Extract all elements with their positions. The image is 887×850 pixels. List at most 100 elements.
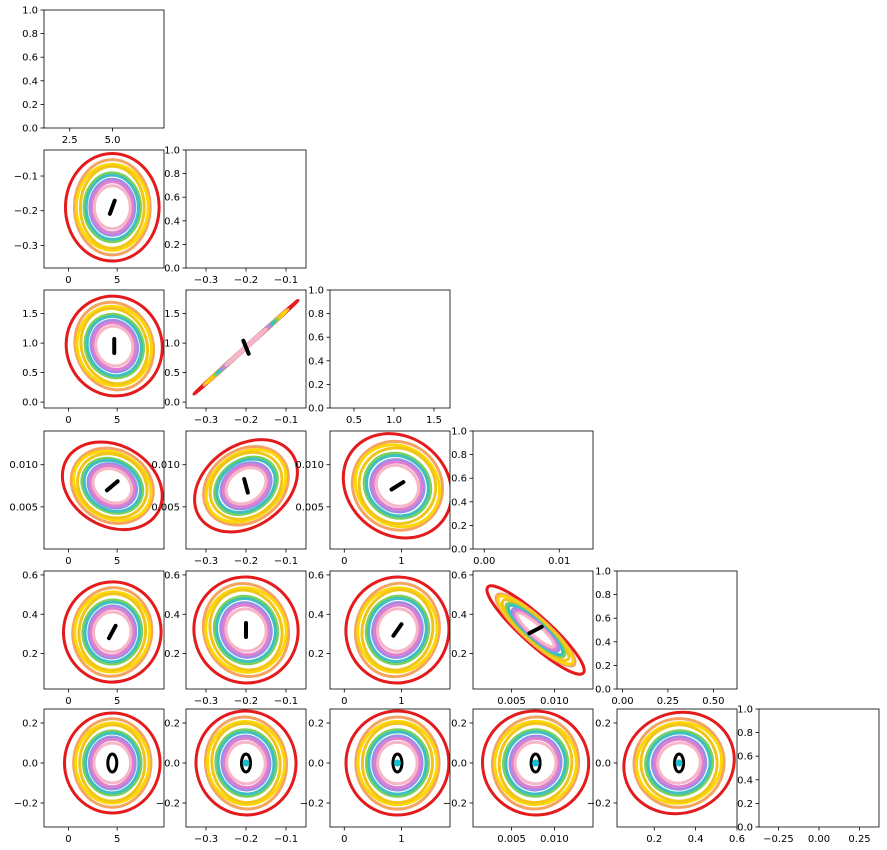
x-tick-label: 1 bbox=[398, 834, 404, 845]
y-tick-label: 0.8 bbox=[308, 309, 324, 320]
y-tick-label: 0.0 bbox=[22, 398, 38, 409]
contour-ellipse-5 bbox=[83, 600, 142, 664]
contour-ellipse-5 bbox=[216, 730, 276, 796]
contour-ellipse-4 bbox=[213, 455, 279, 516]
x-tick-label: −0.3 bbox=[194, 275, 218, 286]
contour-ellipse-4 bbox=[81, 598, 144, 666]
contour-ellipse-6 bbox=[371, 734, 424, 792]
x-tick-label: 0 bbox=[341, 834, 347, 845]
y-tick-label: 0.0 bbox=[22, 124, 38, 135]
y-tick-label: 0.8 bbox=[22, 29, 38, 40]
contour-ellipse-7 bbox=[222, 736, 270, 790]
y-tick-label: 0.2 bbox=[451, 521, 467, 532]
center-point bbox=[393, 759, 401, 767]
x-tick-label: 0 bbox=[65, 415, 71, 426]
contour-ellipse-8 bbox=[656, 741, 702, 785]
contour-ellipse-4 bbox=[214, 728, 278, 798]
y-tick-label: 0.4 bbox=[308, 356, 324, 367]
contour-ellipse-6 bbox=[508, 734, 563, 792]
y-tick-label: 0.0 bbox=[595, 685, 611, 696]
contour-ellipse-7 bbox=[89, 606, 135, 658]
x-tick-label: 0.5 bbox=[346, 415, 362, 426]
y-tick-label: 0.4 bbox=[164, 216, 180, 227]
center-black-contour bbox=[241, 338, 251, 356]
y-tick-label: 0.010 bbox=[295, 460, 324, 471]
y-tick-label: 0.8 bbox=[737, 728, 753, 739]
contour-ellipse-5 bbox=[85, 314, 143, 378]
y-tick-label: 0.8 bbox=[451, 450, 467, 461]
panel-p5-2: 0 1 0.2 0.0 −0.2 bbox=[300, 708, 451, 845]
x-tick-label: 0 bbox=[65, 834, 71, 845]
axes-frame bbox=[472, 708, 594, 828]
contour-ellipse-7 bbox=[90, 180, 135, 235]
x-tick-label: 1.5 bbox=[426, 415, 442, 426]
y-tick-label: 0.2 bbox=[451, 719, 467, 730]
contour-ellipse-0 bbox=[485, 584, 586, 676]
contour-ellipse-4 bbox=[502, 728, 570, 798]
contour-ellipse-6 bbox=[369, 458, 426, 514]
contour-group bbox=[60, 440, 164, 532]
x-tick-label: 0.010 bbox=[540, 696, 569, 707]
y-tick-label: 0.2 bbox=[308, 719, 324, 730]
y-tick-label: −0.3 bbox=[14, 241, 38, 252]
y-tick-label: 0.6 bbox=[164, 193, 180, 204]
axes-frame bbox=[472, 570, 594, 690]
y-tick-label: 1.0 bbox=[451, 427, 467, 438]
x-tick-label: 1.0 bbox=[386, 415, 402, 426]
contour-ellipse-7 bbox=[373, 736, 422, 790]
y-tick-label: 1.5 bbox=[22, 309, 38, 320]
x-tick-label: 0 bbox=[341, 696, 347, 707]
y-tick-label: 0.0 bbox=[164, 759, 180, 770]
panel-background bbox=[759, 709, 879, 827]
y-tick-label: 0.2 bbox=[595, 719, 611, 730]
contour-group bbox=[480, 709, 591, 817]
contour-ellipse-5 bbox=[84, 731, 141, 795]
contour-ellipse-1 bbox=[350, 439, 445, 532]
x-tick-label: −0.3 bbox=[194, 834, 218, 845]
x-tick-label: −0.1 bbox=[274, 275, 298, 286]
contour-ellipse-2 bbox=[72, 449, 153, 522]
contour-ellipse-0 bbox=[341, 432, 450, 540]
y-tick-label: 0.8 bbox=[595, 590, 611, 601]
contour-ellipse-5 bbox=[646, 731, 712, 795]
contour-ellipse-7 bbox=[373, 603, 422, 657]
contour-ellipse-3 bbox=[78, 723, 147, 803]
contour-ellipse-6 bbox=[89, 318, 140, 374]
contour-ellipse-5 bbox=[504, 730, 567, 796]
contour-ellipse-5 bbox=[215, 457, 277, 514]
panel-p5-3: 0.005 0.010 0.2 0.0 −0.2 bbox=[443, 708, 594, 845]
panel-p2-1: −0.3 −0.2 −0.1 0.0 0.5 1.0 1.5 bbox=[164, 289, 307, 426]
x-tick-label: −0.3 bbox=[194, 556, 218, 567]
contour-ellipse-7 bbox=[90, 737, 135, 789]
x-tick-label: 0 bbox=[65, 275, 71, 286]
contour-ellipse-4 bbox=[364, 728, 430, 798]
y-tick-label: 0.0 bbox=[737, 823, 753, 834]
axes-frame bbox=[329, 289, 451, 409]
x-tick-label: −0.1 bbox=[274, 696, 298, 707]
y-tick-label: −0.2 bbox=[14, 799, 38, 810]
contour-ellipse-3 bbox=[210, 721, 282, 805]
contour-ellipse-6 bbox=[220, 734, 272, 792]
panel-p4-1: −0.3 −0.2 −0.1 0.2 0.4 0.6 bbox=[164, 570, 307, 707]
y-tick-label: −0.2 bbox=[156, 799, 180, 810]
y-tick-label: 0.6 bbox=[451, 474, 467, 485]
y-tick-label: 0.2 bbox=[164, 649, 180, 660]
panel-p4-3: 0.005 0.010 0.2 0.4 0.6 bbox=[451, 570, 594, 707]
axes-frame bbox=[43, 9, 165, 129]
x-tick-label: 0.00 bbox=[473, 556, 495, 567]
contour-ellipse-1 bbox=[203, 715, 289, 811]
axes-frame bbox=[616, 570, 738, 690]
axes-frame bbox=[43, 430, 165, 550]
x-tick-label: 5 bbox=[114, 556, 120, 567]
center-black-contour bbox=[107, 623, 118, 641]
contour-ellipse-8 bbox=[224, 607, 268, 653]
panel-background bbox=[473, 431, 593, 549]
panel-p0-0: 2.5 5.0 0.0 0.2 0.4 0.6 0.8 1.0 bbox=[22, 6, 165, 146]
y-tick-label: 0.0 bbox=[164, 264, 180, 275]
panel-p5-0: 0 5 0.2 0.0 −0.2 bbox=[14, 708, 165, 845]
contour-group bbox=[62, 711, 162, 815]
contour-ellipse-1 bbox=[71, 586, 154, 678]
contour-ellipse-6 bbox=[371, 601, 424, 659]
panel-background bbox=[330, 290, 450, 408]
y-tick-label: 0.5 bbox=[22, 368, 38, 379]
